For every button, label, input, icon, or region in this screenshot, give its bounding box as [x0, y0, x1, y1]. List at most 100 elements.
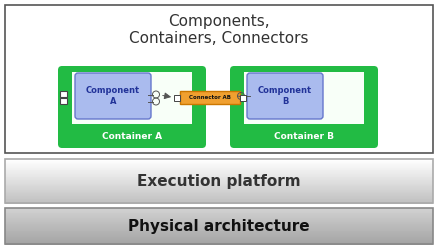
Text: Container B: Container B [274, 131, 334, 140]
Bar [5, 194, 433, 195]
Bar [72, 72, 192, 124]
Bar [5, 240, 433, 241]
Bar [5, 201, 433, 203]
Bar [5, 238, 433, 239]
Bar [5, 219, 433, 220]
Bar [5, 214, 433, 216]
Bar [5, 224, 433, 226]
Text: Component
A: Component A [86, 86, 140, 106]
Bar [5, 170, 433, 171]
Bar [5, 174, 433, 175]
Bar [5, 163, 433, 165]
Bar [5, 159, 433, 160]
Bar [5, 213, 433, 215]
Bar [5, 208, 433, 244]
Bar [5, 216, 433, 217]
Bar [5, 209, 433, 210]
Bar [5, 162, 433, 163]
Bar [5, 177, 433, 178]
FancyBboxPatch shape [75, 73, 151, 119]
Bar [5, 185, 433, 186]
Bar [5, 236, 433, 237]
Bar [5, 220, 433, 221]
Bar [5, 218, 433, 219]
Bar [5, 235, 433, 236]
Bar [5, 222, 433, 224]
Bar [5, 223, 433, 225]
Bar [60, 91, 67, 97]
Bar [5, 163, 433, 164]
Bar [5, 160, 433, 161]
Bar [5, 217, 433, 218]
Bar [5, 181, 433, 182]
Bar [5, 234, 433, 236]
Bar [5, 225, 433, 227]
Text: Component
B: Component B [258, 86, 312, 106]
Bar [5, 198, 433, 199]
Bar [5, 191, 433, 193]
Bar [5, 178, 433, 179]
FancyBboxPatch shape [247, 73, 323, 119]
Bar [5, 202, 433, 203]
Text: Execution platform: Execution platform [137, 174, 301, 188]
Bar [5, 173, 433, 175]
Bar [5, 199, 433, 200]
Bar [5, 208, 433, 209]
Text: Connector AB: Connector AB [189, 95, 231, 100]
Bar [5, 212, 433, 213]
Bar [5, 190, 433, 191]
Bar [5, 193, 433, 195]
Bar [5, 232, 433, 234]
Bar [5, 229, 433, 230]
Bar [5, 183, 433, 184]
Bar [5, 164, 433, 166]
Bar [5, 241, 433, 243]
Bar [5, 230, 433, 231]
Bar [5, 170, 433, 172]
Text: Container A: Container A [102, 131, 162, 140]
Bar [5, 5, 433, 153]
Bar [5, 186, 433, 187]
Bar [60, 98, 67, 104]
Bar [5, 172, 433, 174]
FancyBboxPatch shape [230, 66, 378, 148]
Bar [5, 210, 433, 211]
Bar [5, 195, 433, 196]
Bar [5, 211, 433, 212]
Bar [5, 171, 433, 173]
Text: Physical architecture: Physical architecture [128, 219, 310, 234]
Bar [5, 199, 433, 201]
Bar [5, 178, 433, 180]
Bar [180, 91, 240, 104]
Bar [5, 179, 433, 181]
Bar [5, 188, 433, 189]
Bar [5, 239, 433, 240]
Bar [5, 237, 433, 238]
Bar [5, 189, 433, 190]
Bar [5, 169, 433, 170]
Bar [5, 226, 433, 227]
Bar [244, 72, 364, 124]
Bar [240, 95, 246, 101]
Bar [5, 196, 433, 197]
Bar [5, 167, 433, 168]
Bar [5, 180, 433, 182]
Bar [5, 231, 433, 233]
Bar [5, 161, 433, 162]
Bar [5, 212, 433, 214]
Bar [5, 222, 433, 223]
Bar [5, 200, 433, 202]
Bar [5, 242, 433, 244]
Bar [5, 191, 433, 192]
Bar [5, 227, 433, 228]
Bar [5, 159, 433, 203]
Bar [5, 240, 433, 242]
Bar [5, 231, 433, 232]
Bar [5, 182, 433, 183]
Bar [5, 221, 433, 222]
Bar [5, 186, 433, 188]
Bar [5, 192, 433, 194]
Bar [5, 175, 433, 176]
Bar [5, 228, 433, 229]
Bar [174, 95, 180, 101]
